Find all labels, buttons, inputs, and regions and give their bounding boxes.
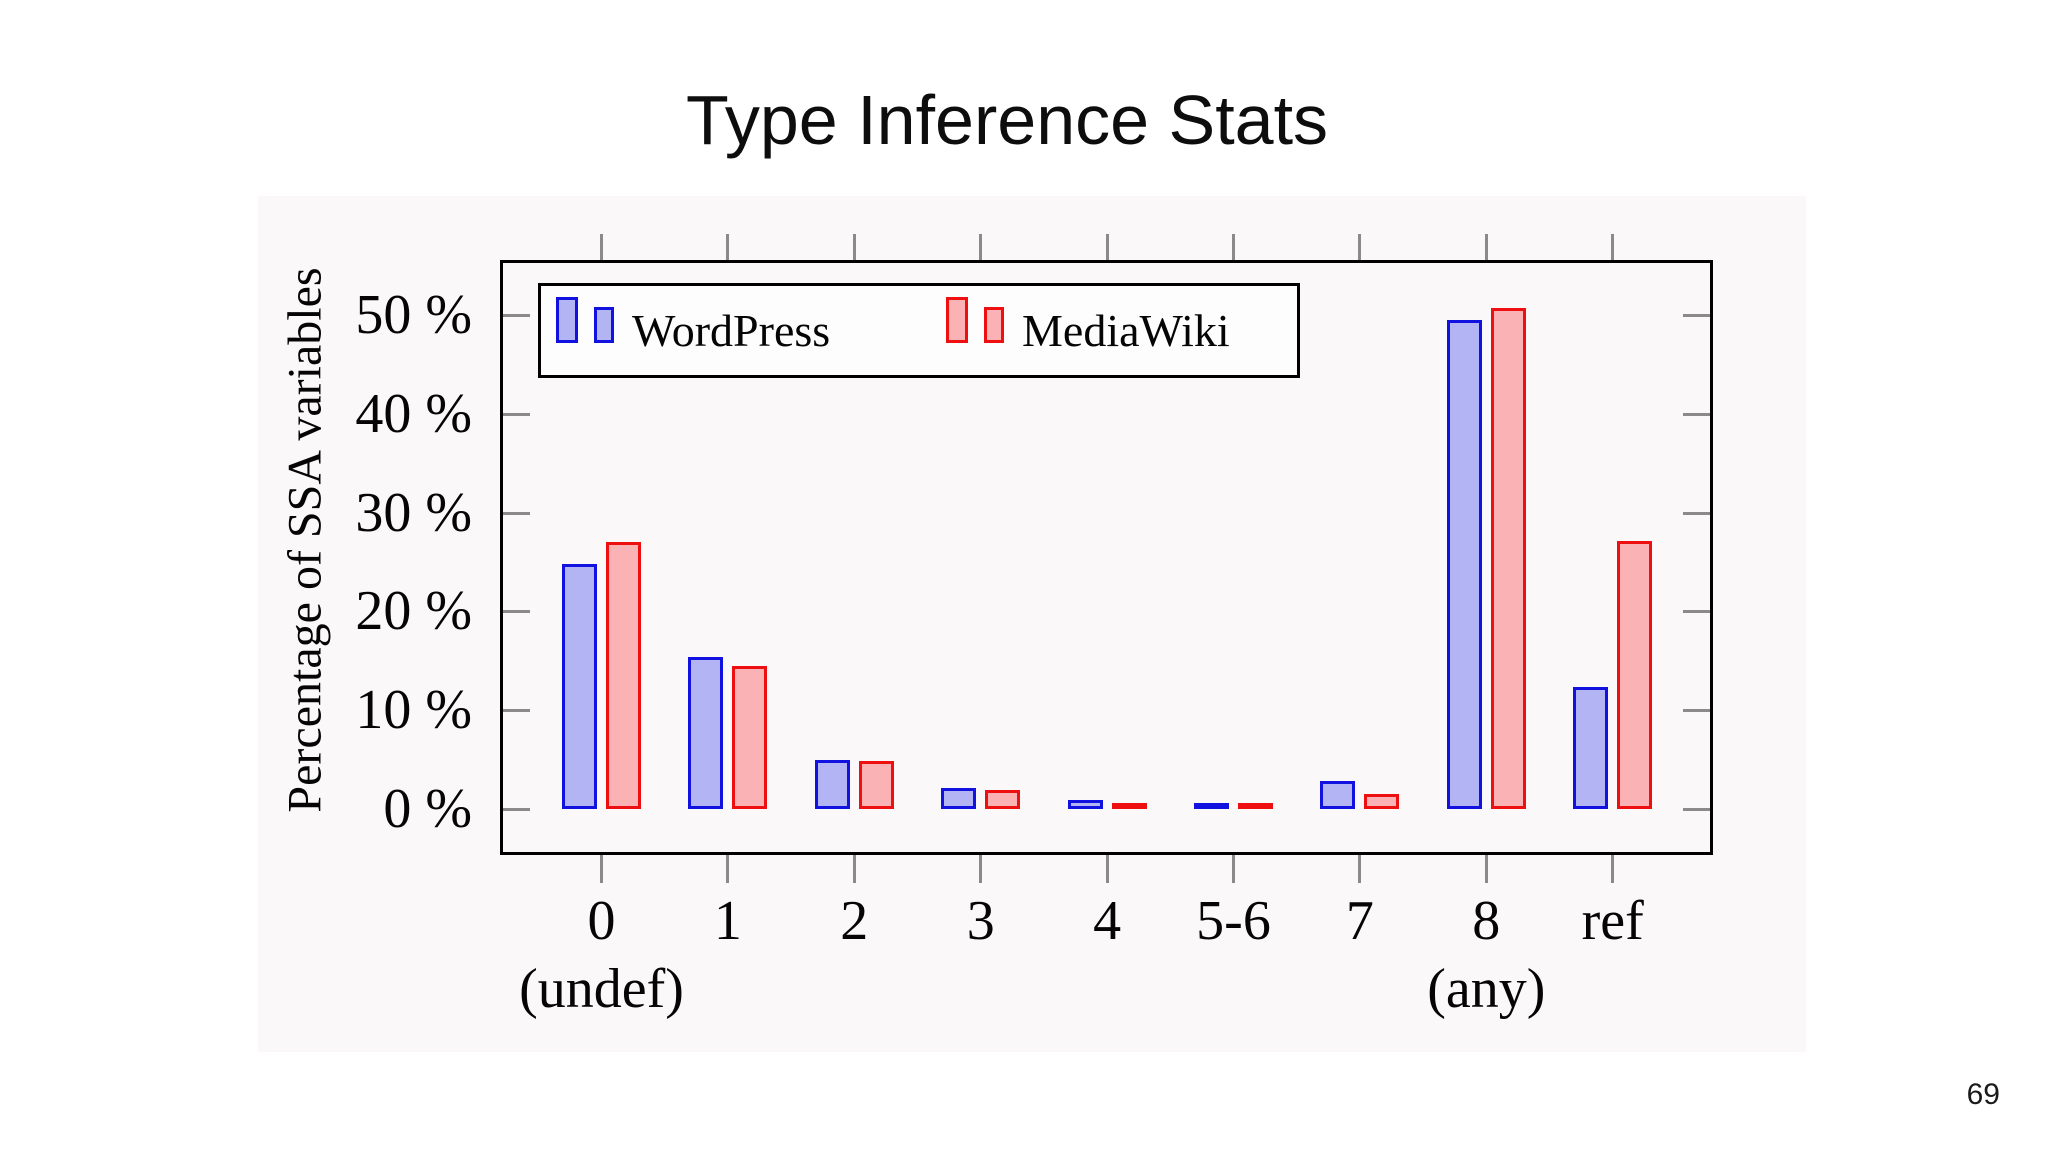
legend-swatch-icon xyxy=(984,307,1004,343)
bar-mediawiki-2 xyxy=(858,760,894,809)
y-tick xyxy=(503,808,530,811)
x-tick xyxy=(1105,855,1109,883)
x-tick xyxy=(726,855,730,883)
x-tick-label: 4 xyxy=(1093,890,1122,952)
x-tick-label: 1 xyxy=(713,890,742,952)
bar-wordpress-1 xyxy=(688,656,724,809)
x-tick-label: 7 xyxy=(1345,890,1374,952)
y-tick xyxy=(1683,412,1710,416)
bar-wordpress-4 xyxy=(1067,800,1103,809)
legend-swatch-icon xyxy=(594,307,614,343)
bar-mediawiki-3 xyxy=(985,790,1021,809)
x-tick-label: 5-6 xyxy=(1196,890,1271,952)
bar-wordpress-5-6 xyxy=(1194,803,1229,809)
bar-mediawiki-4 xyxy=(1111,803,1147,809)
x-tick xyxy=(600,234,603,260)
y-tick xyxy=(1683,709,1710,713)
x-tick xyxy=(1232,855,1235,883)
page-number: 69 xyxy=(1966,1078,2000,1111)
y-tick-label: 0 % xyxy=(383,778,472,840)
y-tick xyxy=(503,314,530,317)
x-tick xyxy=(979,234,983,260)
x-tick-sublabel: (undef) xyxy=(519,958,684,1020)
bar-wordpress-0 xyxy=(562,563,597,809)
x-tick-label: ref xyxy=(1581,890,1644,952)
x-tick xyxy=(1484,234,1488,260)
bar-mediawiki-7 xyxy=(1364,794,1400,809)
y-tick-label: 10 % xyxy=(355,679,472,742)
x-tick xyxy=(852,855,856,883)
legend-label-wordpress: WordPress xyxy=(632,305,831,356)
bar-mediawiki-5-6 xyxy=(1238,803,1273,809)
x-tick xyxy=(1611,855,1615,883)
y-tick xyxy=(503,610,530,614)
x-tick xyxy=(1358,855,1362,883)
legend-swatch-icon xyxy=(556,297,578,343)
y-tick xyxy=(1683,808,1710,811)
legend-swatch-icon xyxy=(946,297,968,343)
bar-wordpress-2 xyxy=(814,759,850,809)
y-tick xyxy=(1683,511,1710,515)
y-tick xyxy=(1683,610,1710,614)
x-tick xyxy=(852,234,856,260)
y-tick xyxy=(1683,314,1710,317)
x-tick-label: 2 xyxy=(840,890,869,952)
bar-mediawiki-ref xyxy=(1617,541,1653,809)
y-tick xyxy=(503,412,530,416)
legend xyxy=(538,283,1300,378)
bar-wordpress-3 xyxy=(941,788,977,809)
x-tick xyxy=(979,855,983,883)
y-tick-label: 30 % xyxy=(355,481,472,544)
y-tick-label: 50 % xyxy=(355,284,472,346)
x-tick xyxy=(1358,234,1362,260)
bar-wordpress-8 xyxy=(1446,319,1482,809)
plot-area xyxy=(500,260,1713,855)
y-tick-label: 40 % xyxy=(355,382,472,445)
x-tick xyxy=(600,855,603,883)
x-tick xyxy=(1232,234,1235,260)
x-tick-label: 0 xyxy=(587,890,616,952)
x-tick-sublabel: (any) xyxy=(1427,958,1546,1020)
x-tick xyxy=(1484,855,1488,883)
bar-mediawiki-0 xyxy=(606,542,641,809)
page-title: Type Inference Stats xyxy=(685,81,1329,159)
bar-wordpress-7 xyxy=(1320,781,1356,809)
x-tick-label: 3 xyxy=(966,890,995,952)
bar-mediawiki-1 xyxy=(732,665,768,809)
bar-wordpress-ref xyxy=(1573,686,1609,809)
y-axis-title: Percentage of SSA variables xyxy=(278,267,332,813)
bar-mediawiki-8 xyxy=(1490,308,1526,809)
y-tick xyxy=(503,709,530,713)
x-tick xyxy=(1611,234,1615,260)
x-tick xyxy=(726,234,730,260)
y-tick xyxy=(503,511,530,515)
x-tick-label: 8 xyxy=(1472,890,1501,952)
legend-label-mediawiki: MediaWiki xyxy=(1022,305,1230,356)
x-tick xyxy=(1105,234,1109,260)
y-tick-label: 20 % xyxy=(355,580,472,643)
